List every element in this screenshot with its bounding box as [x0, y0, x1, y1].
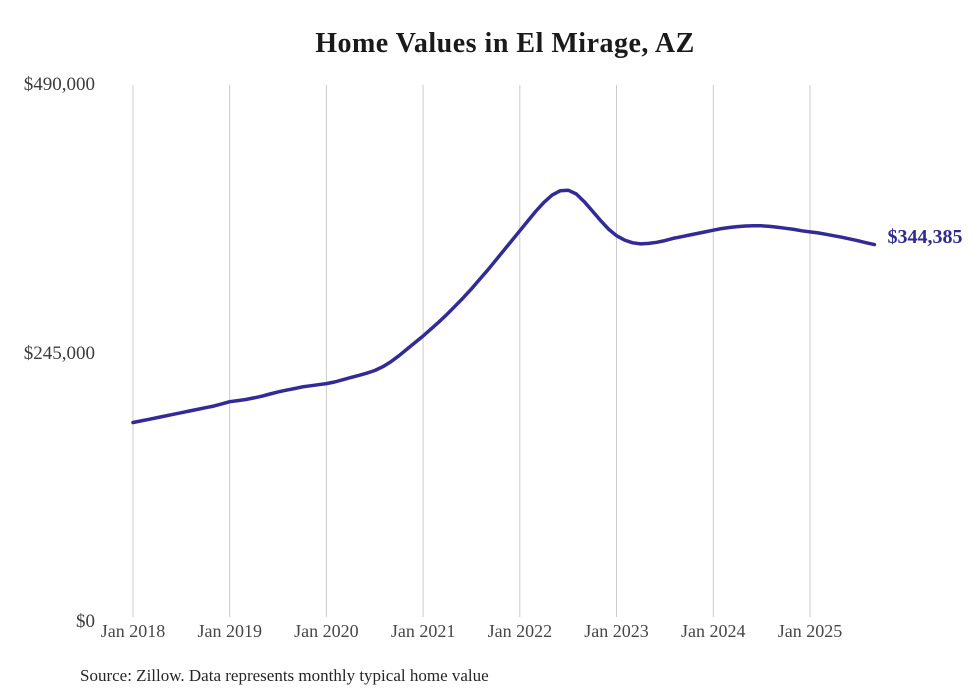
x-tick-label: Jan 2022 — [487, 621, 553, 641]
source-note: Source: Zillow. Data represents monthly … — [80, 666, 489, 685]
x-tick-label: Jan 2019 — [197, 621, 262, 641]
home-value-line — [131, 188, 877, 425]
chart-title: Home Values in El Mirage, AZ — [315, 28, 695, 59]
vertical-gridlines — [132, 85, 811, 617]
x-tick-label: Jan 2023 — [584, 621, 649, 641]
x-tick-label: Jan 2021 — [390, 621, 456, 641]
y-tick-label: $490,000 — [23, 74, 95, 95]
y-tick-label: $245,000 — [23, 342, 95, 364]
x-tick-label: Jan 2025 — [777, 621, 843, 641]
x-tick-label: Jan 2018 — [100, 621, 166, 641]
x-tick-label: Jan 2020 — [294, 621, 359, 641]
y-tick-label: $0 — [76, 611, 95, 632]
x-tick-label: Jan 2024 — [681, 621, 746, 641]
last-value-label: $344,385 — [887, 225, 963, 248]
